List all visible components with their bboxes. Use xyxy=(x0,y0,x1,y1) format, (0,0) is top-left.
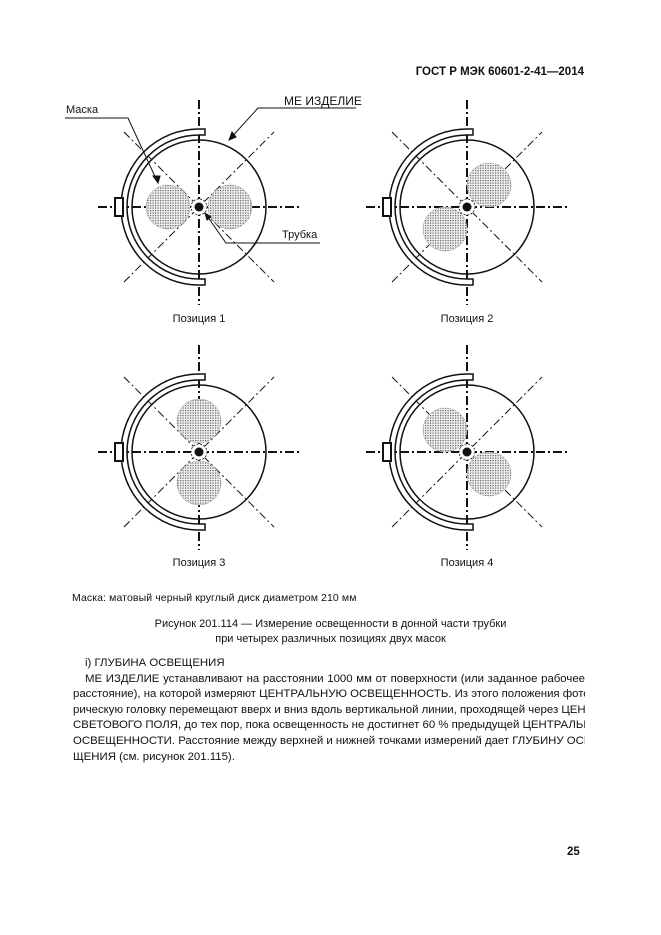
mask-arrowhead xyxy=(152,175,161,185)
tube-center xyxy=(462,447,472,457)
bracket-arm xyxy=(120,128,206,286)
position-3-diagram xyxy=(98,345,300,550)
paragraph-line: расстояние), на которой измеряют ЦЕНТРАЛ… xyxy=(73,688,585,701)
figure-caption-line-2: при четырех различных позициях двух масо… xyxy=(215,633,446,645)
figure-caption-line-1: Рисунок 201.114 — Измерение освещенности… xyxy=(154,618,507,630)
bracket-arm xyxy=(388,128,474,286)
handle-mount xyxy=(114,442,124,462)
callout-leaders xyxy=(65,107,356,244)
position-1-diagram xyxy=(98,100,300,305)
mask-disk xyxy=(466,451,512,497)
paragraph-line: ОСВЕЩЕННОСТИ. Расстояние между верхней и… xyxy=(73,734,585,747)
tube-center xyxy=(194,447,204,457)
handle-mount xyxy=(382,442,392,462)
me-device-circle xyxy=(131,139,267,275)
mask-disk xyxy=(422,206,468,252)
page-number: 25 xyxy=(567,846,580,858)
position-2-diagram xyxy=(366,100,568,305)
mask-disk xyxy=(422,407,468,453)
position-2-label: Позиция 2 xyxy=(440,313,494,325)
diagonal-axis xyxy=(391,376,543,528)
tube-arrowhead xyxy=(204,211,212,221)
callout-me-device: МЕ ИЗДЕЛИЕ xyxy=(284,94,362,108)
paragraph-line: СВЕТОВОГО ПОЛЯ, до тех пор, пока освещен… xyxy=(73,719,585,732)
bracket-arm xyxy=(120,373,206,531)
diagonal-axis xyxy=(123,376,275,528)
figure-201-114 xyxy=(65,100,568,550)
me-device-circle xyxy=(399,384,535,520)
handle-mount xyxy=(114,197,124,217)
diagonal-axis xyxy=(123,376,275,528)
handle-mount xyxy=(382,197,392,217)
diagonal-axis xyxy=(123,131,275,283)
diagonal-axis xyxy=(391,131,543,283)
me-device-circle xyxy=(131,384,267,520)
bracket-arm xyxy=(388,373,474,531)
device-arrowhead xyxy=(228,131,237,141)
position-1-label: Позиция 1 xyxy=(172,313,226,325)
me-device-circle xyxy=(399,139,535,275)
position-3-label: Позиция 3 xyxy=(172,557,226,569)
diagonal-axis xyxy=(391,376,543,528)
section-depth-of-illumination: i) ГЛУБИНА ОСВЕЩЕНИЯ МЕ ИЗДЕЛИЕ устанавл… xyxy=(73,656,585,765)
device-leader xyxy=(228,107,356,141)
tube-center xyxy=(194,202,204,212)
paragraph-line: ЩЕНИЯ (см. рисунок 201.115). xyxy=(73,750,235,763)
tube-leader xyxy=(204,212,320,244)
paragraph-line: МЕ ИЗДЕЛИЕ устанавливают на расстоянии 1… xyxy=(85,672,585,685)
mask-disk xyxy=(466,162,512,208)
position-4-diagram xyxy=(366,345,568,550)
mask-disk xyxy=(176,398,222,444)
section-heading: i) ГЛУБИНА ОСВЕЩЕНИЯ xyxy=(85,657,225,669)
diagonal-axis xyxy=(391,131,543,283)
document-header: ГОСТ Р МЭК 60601-2-41—2014 xyxy=(415,66,584,78)
position-4-label: Позиция 4 xyxy=(440,557,494,569)
mask-disk xyxy=(176,460,222,506)
callout-tube: Трубка xyxy=(282,229,318,241)
mask-disk xyxy=(145,184,191,230)
paragraph-line: рическую головку перемещают вверх и вниз… xyxy=(73,703,585,716)
diagonal-axis xyxy=(123,131,275,283)
mask-leader xyxy=(65,117,159,184)
tube-center xyxy=(462,202,472,212)
figure-note: Маска: матовый черный круглый диск диаме… xyxy=(72,592,357,604)
mask-disk xyxy=(207,184,253,230)
callout-mask: Маска xyxy=(66,104,99,116)
